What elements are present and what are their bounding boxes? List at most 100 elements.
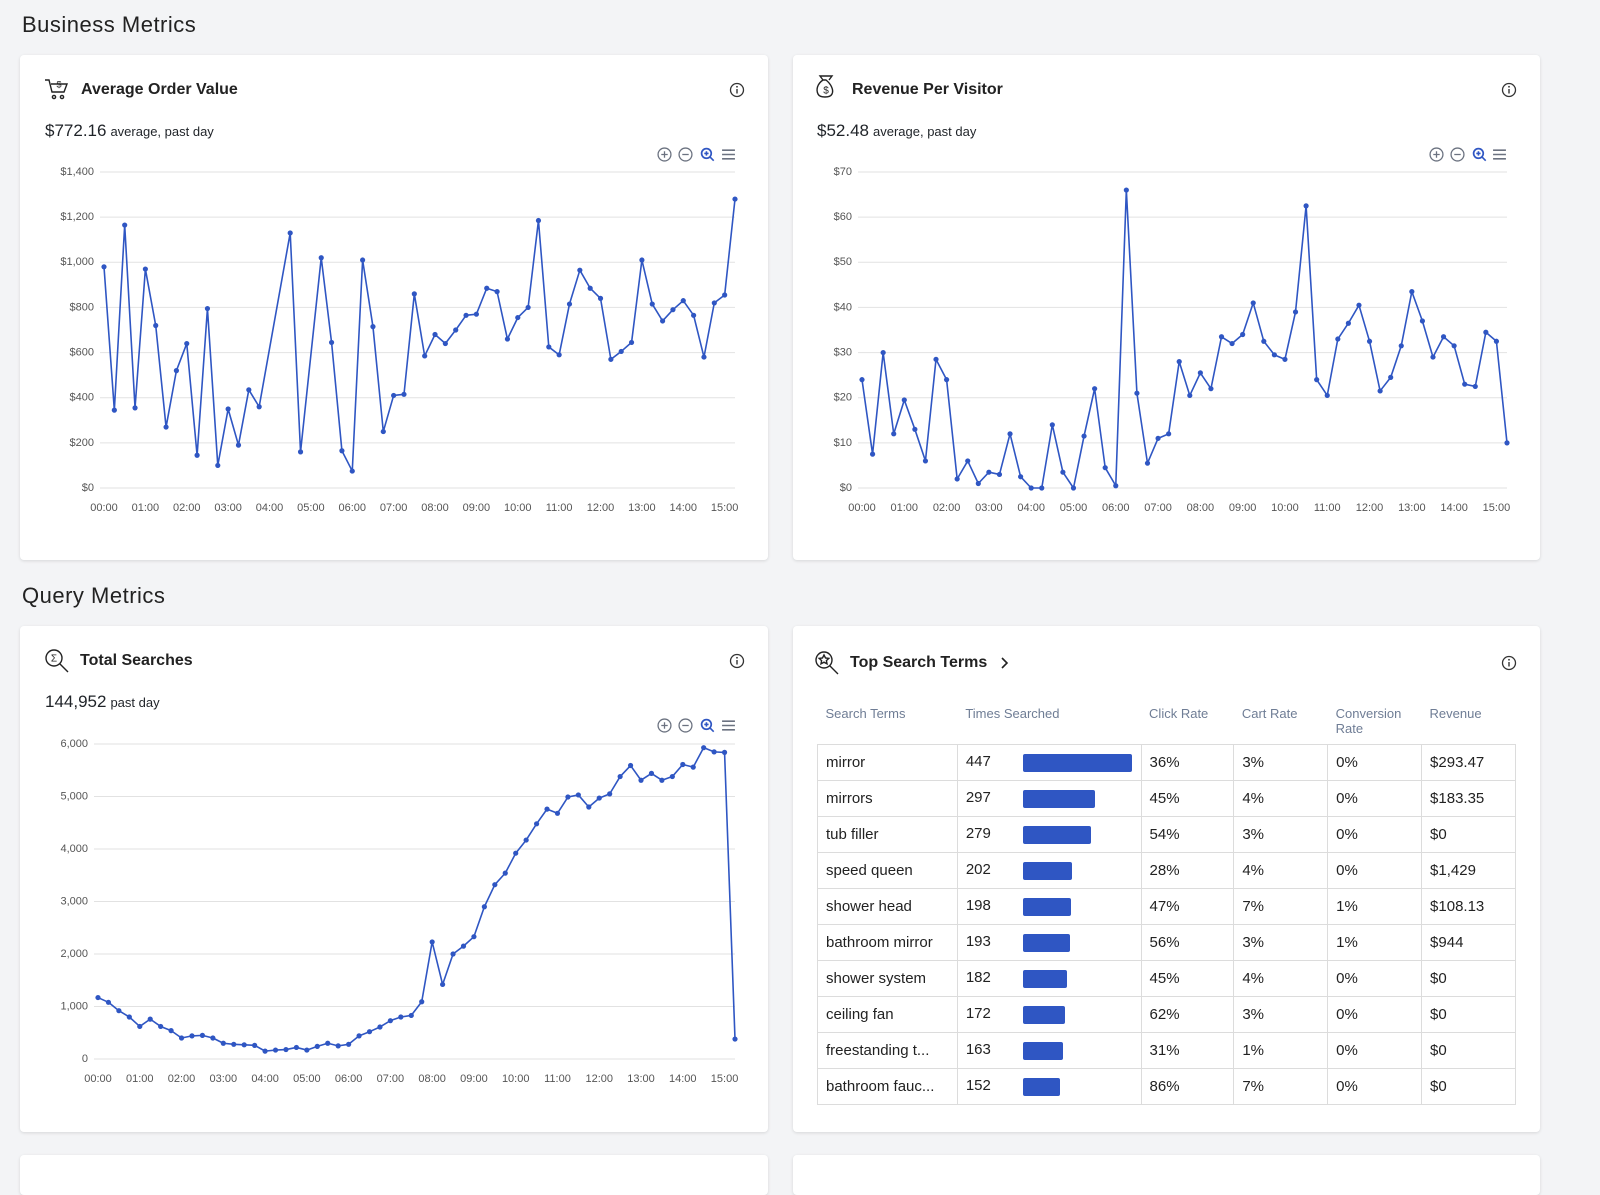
table-cell: 28% (1140, 852, 1235, 889)
point (432, 331, 438, 338)
toolbar[interactable] (657, 147, 1507, 733)
point (575, 792, 581, 798)
point (1134, 390, 1140, 396)
point (391, 392, 397, 399)
bar (1022, 753, 1132, 772)
point (943, 377, 950, 383)
bar (1022, 1077, 1060, 1096)
column-header: Conversion Rate (1335, 706, 1402, 736)
y-tick-label: $0 (82, 482, 94, 494)
point (225, 406, 231, 412)
x-tick-label: 06:00 (338, 502, 366, 514)
x-tick-label: 06:00 (335, 1073, 363, 1085)
x-tick-label: 00:00 (848, 502, 876, 514)
table-cell: 0% (1327, 852, 1423, 889)
card-title[interactable]: Top Search Terms (850, 654, 988, 671)
point (1483, 329, 1489, 335)
point (1388, 374, 1394, 380)
x-tick-label: 10:00 (502, 1073, 530, 1085)
x-tick-label: 13:00 (1398, 502, 1426, 514)
headline-value: $772.16 (45, 121, 107, 140)
table-cell: 4% (1233, 780, 1329, 817)
table-cell: 1% (1327, 888, 1423, 925)
table-row: mirror 447 36% 3% 0% $293.47 (817, 744, 1516, 781)
x-tick-label: 05:00 (297, 502, 325, 514)
point (398, 1014, 404, 1020)
point (1176, 359, 1182, 365)
point (1229, 340, 1235, 347)
point (711, 749, 717, 755)
bar (1022, 897, 1072, 916)
svg-text:$: $ (56, 79, 61, 89)
headline: 144,952 past day (45, 692, 160, 712)
svg-text:Σ: Σ (51, 654, 57, 665)
table-row: speed queen 202 28% 4% 0% $1,429 (817, 852, 1516, 889)
point (116, 1008, 122, 1014)
card-title: Average Order Value (81, 81, 238, 98)
point (215, 462, 221, 469)
point (387, 1018, 393, 1024)
table-cell: bathroom fauc... (817, 1068, 958, 1105)
point (1060, 469, 1066, 475)
table-cell: mirror (817, 744, 958, 781)
y-tick-label: $400 (70, 392, 94, 404)
point (535, 217, 542, 224)
table-row: shower system 182 45% 4% 0% $0 (817, 960, 1516, 997)
table-cell: $0 (1421, 816, 1516, 853)
point (256, 404, 262, 410)
point (1345, 320, 1351, 326)
point (471, 934, 477, 940)
section-title: Business Metrics (22, 12, 197, 37)
point (690, 764, 696, 770)
y-tick-label: 3,000 (60, 895, 88, 907)
point (628, 339, 635, 346)
y-tick-label: $200 (70, 437, 94, 449)
point (1081, 433, 1087, 439)
point (1070, 485, 1077, 491)
y-tick-label: 2,000 (60, 948, 88, 960)
table-cell: $0 (1421, 1068, 1516, 1105)
point (1092, 386, 1098, 392)
table-cell: 0% (1327, 1068, 1423, 1105)
table-cell: speed queen (817, 852, 958, 889)
point (178, 1035, 185, 1041)
x-tick-label: 07:00 (380, 502, 408, 514)
point (1187, 392, 1193, 399)
headline-note: past day (110, 695, 160, 710)
table-body: mirror 447 36% 3% 0% $293.47 mirrors 297 45% 4% 0%… (817, 744, 1516, 1105)
x-tick-label: 08:00 (1187, 502, 1215, 514)
point (1335, 336, 1341, 342)
x-tick-label: 13:00 (627, 1073, 655, 1085)
y-tick-label: $1,200 (60, 211, 94, 223)
point (954, 476, 960, 482)
point (586, 804, 592, 810)
point (1440, 334, 1447, 340)
point (481, 904, 487, 910)
point (158, 1023, 164, 1030)
point (607, 791, 613, 797)
point (325, 1040, 331, 1046)
point (147, 1016, 153, 1022)
line (103, 199, 736, 472)
point (1356, 302, 1362, 308)
y-tick-label: $1,400 (60, 166, 94, 178)
x-tick-label: 12:00 (587, 502, 615, 514)
point (1324, 392, 1330, 399)
point (293, 1044, 300, 1051)
x-tick-label: 14:00 (670, 502, 698, 514)
line (861, 189, 1508, 489)
point (1493, 338, 1500, 344)
point (554, 810, 561, 816)
point (463, 312, 469, 318)
point (587, 285, 593, 291)
table-cell: 36% (1140, 744, 1235, 781)
point (356, 1033, 362, 1039)
times-searched: 297 (965, 789, 991, 807)
x-tick-label: 11:00 (544, 1073, 571, 1085)
table-cell: 47% (1140, 888, 1235, 925)
table-cell: mirrors (817, 780, 958, 817)
table-cell: freestanding t... (817, 1032, 958, 1069)
point (1303, 203, 1309, 209)
point (419, 999, 425, 1005)
table-cell: 0% (1327, 780, 1423, 817)
